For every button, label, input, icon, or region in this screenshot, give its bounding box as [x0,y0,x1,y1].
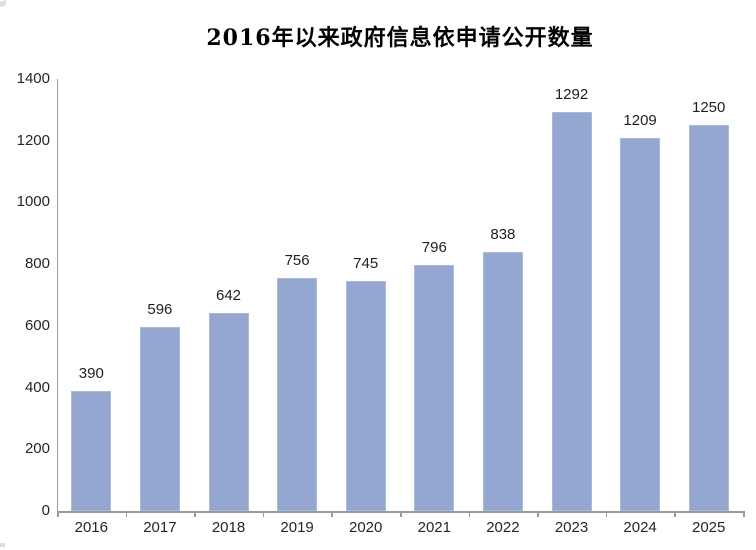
y-axis-tick-label: 1400 [16,70,50,87]
bar-value-label-2016: 390 [78,364,104,382]
x-axis-tick-mark [674,511,676,517]
x-axis-label-2018: 2018 [211,519,246,536]
x-axis-tick-mark [400,511,402,517]
x-axis-label-2021: 2021 [417,519,451,536]
x-axis-tick-mark [331,511,333,517]
x-axis-tick-mark [743,511,745,517]
bar-2018 [208,312,249,511]
bar-value-label-2017: 596 [147,301,173,319]
x-axis-tick-mark [262,511,265,517]
bar-2020 [345,281,386,511]
x-axis-tick-mark [194,511,196,517]
x-axis-tick-mark [468,511,471,517]
x-axis-tick-mark [537,511,539,517]
bar-2021 [414,265,455,511]
x-axis-label-2024: 2024 [623,519,657,536]
screenshot-artifact-top-left [0,0,6,8]
bar-2019 [277,277,318,511]
x-axis-label-2023: 2023 [554,519,589,536]
y-axis-tick-label: 200 [24,440,50,458]
y-axis-tick-label: 400 [24,378,50,396]
x-axis-tick-mark [605,511,608,517]
bar-2023 [551,112,592,511]
bar-value-label-2021: 796 [421,239,447,257]
bar-2017 [139,327,180,511]
chart-title: 2016年以来政府信息依申请公开数量 [206,25,594,51]
bar-2024 [620,137,661,511]
bar-2022 [482,252,523,511]
bar-value-label-2022: 838 [490,226,516,244]
bar-2025 [688,125,729,511]
bar-value-label-2019: 756 [284,251,310,269]
x-axis-label-2022: 2022 [486,519,520,536]
bar-2016 [71,390,112,511]
x-axis-tick-mark [57,511,59,517]
x-axis-tick-mark [125,511,128,517]
bar-value-label-2020: 745 [353,255,379,273]
y-axis-tick-label: 0 [41,502,50,519]
screenshot-artifact-bottom-left [0,543,5,547]
y-axis-tick-label: 1000 [16,193,50,211]
x-axis-label-2019: 2019 [280,519,314,536]
bar-value-label-2025: 1250 [692,99,726,117]
x-axis-label-2020: 2020 [349,519,383,536]
bar-value-label-2024: 1209 [623,111,657,129]
bar-value-label-2018: 642 [215,286,242,304]
y-axis-tick-label: 1200 [16,131,50,149]
x-axis-label-2016: 2016 [74,519,108,536]
x-axis-label-2025: 2025 [692,519,726,536]
x-axis-label-2017: 2017 [143,519,177,536]
y-axis-tick-label: 600 [24,316,50,334]
bar-value-label-2023: 1292 [554,86,589,104]
y-axis-tick-label: 800 [24,255,50,273]
